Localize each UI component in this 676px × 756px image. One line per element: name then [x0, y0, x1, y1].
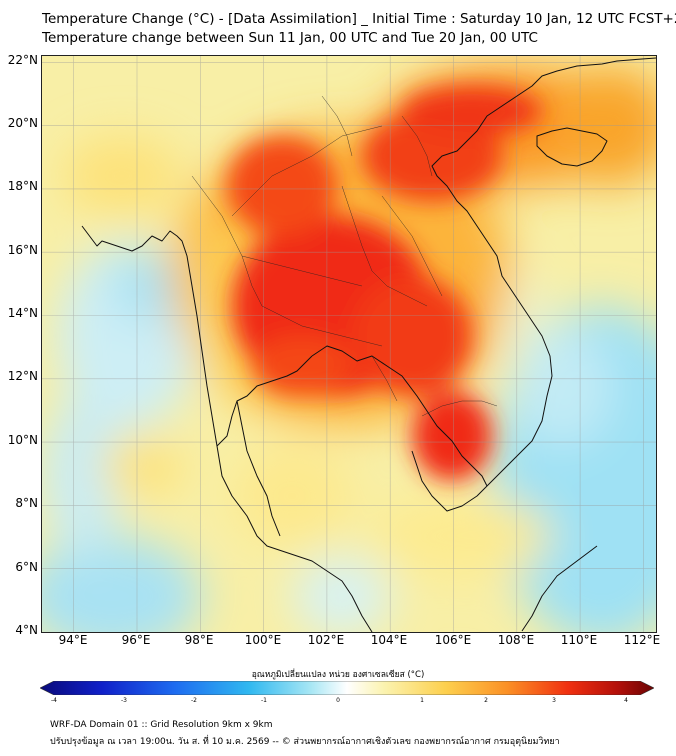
lat-label: 12°N	[7, 369, 38, 383]
colorbar-tick-label: 3	[552, 697, 556, 704]
lat-label: 22°N	[7, 53, 38, 67]
lon-label: 106°E	[434, 633, 472, 647]
lon-label: 108°E	[497, 633, 535, 647]
lat-label: 8°N	[15, 496, 38, 510]
lon-label: 96°E	[121, 633, 151, 647]
colorbar-tick-label: 2	[484, 697, 488, 704]
lat-label: 10°N	[7, 433, 38, 447]
map-title: Temperature Change (°C) - [Data Assimila…	[42, 11, 676, 27]
lon-label: 100°E	[244, 633, 282, 647]
lon-label: 102°E	[307, 633, 345, 647]
lon-label: 110°E	[560, 633, 598, 647]
colorbar-tick-label: -1	[261, 697, 267, 704]
lat-label: 20°N	[7, 116, 38, 130]
lon-label: 104°E	[370, 633, 408, 647]
lat-label: 4°N	[15, 623, 38, 637]
colorbar-tick-label: -2	[191, 697, 197, 704]
map-subtitle: Temperature change between Sun 11 Jan, 0…	[42, 30, 538, 46]
temperature-change-map	[41, 55, 657, 633]
lat-label: 14°N	[7, 306, 38, 320]
lon-label: 98°E	[184, 633, 214, 647]
lon-label: 94°E	[58, 633, 88, 647]
footer-model-info: WRF-DA Domain 01 :: Grid Resolution 9km …	[50, 720, 273, 730]
lat-label: 6°N	[15, 560, 38, 574]
lat-label: 16°N	[7, 243, 38, 257]
colorbar-ramp	[39, 680, 655, 696]
colorbar-tick-label: -3	[121, 697, 127, 704]
colorbar-tick-label: 4	[624, 697, 628, 704]
admin-borders	[191, 95, 498, 417]
colorbar-tick-label: 0	[336, 697, 340, 704]
colorbar-tick-label: -4	[51, 697, 57, 704]
colorbar	[39, 680, 655, 696]
coastlines	[81, 57, 656, 632]
colorbar-tick-label: 1	[420, 697, 424, 704]
colorbar-title: อุณหภูมิเปลี่ยนแปลง หน่วย องศาเซลเซียส (…	[251, 670, 425, 680]
lat-label: 18°N	[7, 179, 38, 193]
footer-credit: ปรับปรุงข้อมูล ณ เวลา 19:00น. วัน ส. ที่…	[50, 737, 560, 747]
temperature-hotspots	[227, 86, 542, 481]
lon-label: 112°E	[623, 633, 661, 647]
